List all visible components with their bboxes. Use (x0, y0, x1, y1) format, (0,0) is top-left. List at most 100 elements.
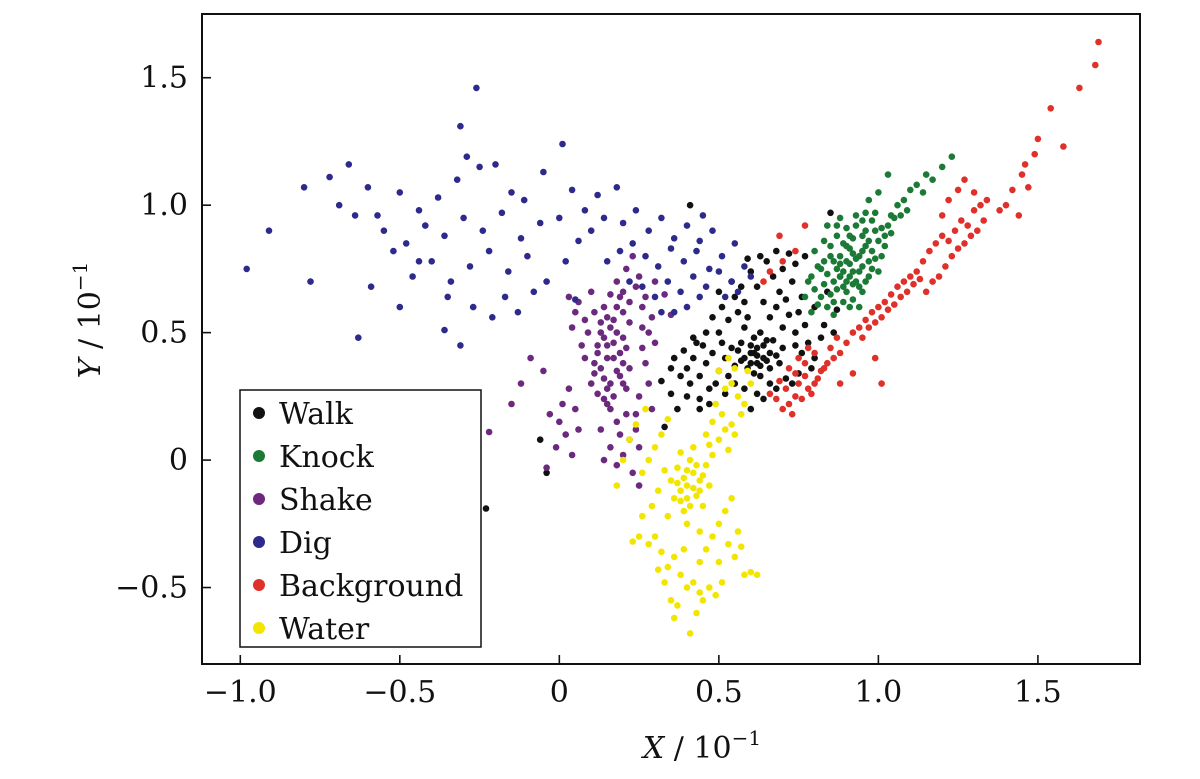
point-shake-11 (613, 418, 621, 426)
point-water-94 (737, 543, 745, 550)
point-water-15 (706, 482, 713, 489)
point-background-86 (801, 359, 809, 367)
point-knock-19 (820, 280, 828, 288)
point-shake-32 (587, 288, 595, 296)
legend-marker (253, 622, 265, 634)
point-background-54 (948, 252, 956, 260)
point-dig-93 (390, 247, 397, 255)
point-walk-119 (658, 377, 665, 385)
point-walk-51 (785, 311, 793, 319)
point-shake-95 (661, 291, 668, 298)
point-background-13 (830, 354, 837, 362)
y-tick-label: −0.5 (115, 571, 188, 606)
point-water-47 (686, 630, 694, 637)
point-dig-92 (374, 212, 381, 219)
point-shake-18 (616, 431, 624, 438)
point-walk-75 (744, 314, 751, 321)
point-shake-60 (639, 344, 646, 352)
point-walk-74 (731, 293, 739, 301)
point-shake-41 (607, 444, 614, 451)
point-dig-71 (664, 278, 672, 285)
y-axis: −0.5 0 0.5 1.0 1.5 (115, 61, 211, 606)
point-water-44 (728, 495, 735, 502)
point-dig-52 (613, 184, 621, 191)
point-shake-28 (616, 293, 624, 301)
point-dig-34 (460, 214, 467, 222)
point-walk-114 (674, 405, 681, 413)
point-shake-67 (639, 324, 646, 331)
point-dig-41 (428, 258, 436, 265)
point-walk-93 (696, 405, 703, 413)
point-background-49 (977, 201, 984, 209)
point-dig-33 (441, 232, 448, 240)
point-walk-76 (709, 314, 716, 321)
point-walk-111 (543, 469, 550, 477)
point-knock-99 (846, 232, 853, 240)
legend-label: Walk (279, 397, 354, 432)
point-knock-98 (887, 212, 895, 219)
point-background-32 (871, 319, 879, 326)
point-dig-54 (632, 207, 640, 214)
point-walk-24 (763, 337, 770, 344)
point-walk-112 (536, 436, 544, 444)
point-water-31 (658, 548, 665, 556)
point-walk-58 (760, 298, 767, 306)
point-water-49 (693, 609, 700, 617)
point-water-77 (677, 497, 684, 505)
point-background-33 (878, 314, 885, 321)
point-walk-41 (706, 385, 713, 393)
point-shake-97 (651, 278, 659, 285)
point-water-75 (674, 479, 681, 487)
point-shake-44 (613, 461, 621, 469)
legend-item-walk: Walk (253, 397, 354, 432)
point-shake-26 (629, 252, 636, 260)
point-knock-87 (820, 237, 828, 245)
point-water-2 (677, 487, 684, 495)
point-background-45 (951, 227, 959, 234)
point-background-15 (836, 349, 844, 357)
point-knock-43 (897, 212, 904, 219)
point-knock-50 (922, 171, 930, 178)
point-shake-10 (597, 329, 605, 336)
point-background-72 (1031, 150, 1038, 158)
point-water-70 (683, 495, 691, 502)
point-background-39 (916, 275, 924, 283)
point-shake-78 (607, 324, 614, 331)
point-background-92 (779, 258, 786, 265)
point-knock-33 (820, 258, 828, 265)
point-water-35 (677, 571, 684, 579)
point-walk-67 (792, 260, 799, 268)
point-shake-14 (587, 380, 595, 387)
point-water-85 (626, 436, 633, 444)
point-dig-89 (699, 212, 707, 219)
legend-item-dig: Dig (253, 526, 332, 561)
point-shake-63 (635, 393, 643, 400)
series-background (760, 38, 1102, 418)
point-walk-86 (788, 380, 796, 387)
point-shake-45 (600, 456, 608, 464)
point-dig-35 (479, 227, 487, 234)
point-water-51 (753, 571, 761, 579)
point-shake-22 (626, 298, 633, 306)
point-walk-10 (747, 342, 755, 349)
point-water-67 (747, 380, 755, 387)
point-walk-44 (680, 347, 688, 354)
point-shake-46 (632, 426, 640, 433)
point-knock-38 (878, 252, 885, 260)
point-dig-2 (307, 278, 314, 285)
point-dig-97 (501, 293, 509, 301)
point-water-52 (741, 571, 748, 579)
point-shake-85 (626, 319, 633, 326)
point-walk-99 (690, 334, 697, 342)
x-tick-label: 0 (550, 675, 569, 710)
point-shake-62 (642, 359, 649, 367)
point-walk-36 (683, 365, 691, 372)
point-background-30 (859, 334, 866, 342)
point-dig-72 (677, 288, 684, 296)
point-water-9 (699, 502, 707, 510)
point-shake-50 (572, 405, 579, 413)
point-knock-88 (811, 247, 818, 255)
point-shake-92 (540, 367, 547, 375)
point-water-82 (645, 456, 652, 464)
point-water-78 (696, 487, 703, 495)
